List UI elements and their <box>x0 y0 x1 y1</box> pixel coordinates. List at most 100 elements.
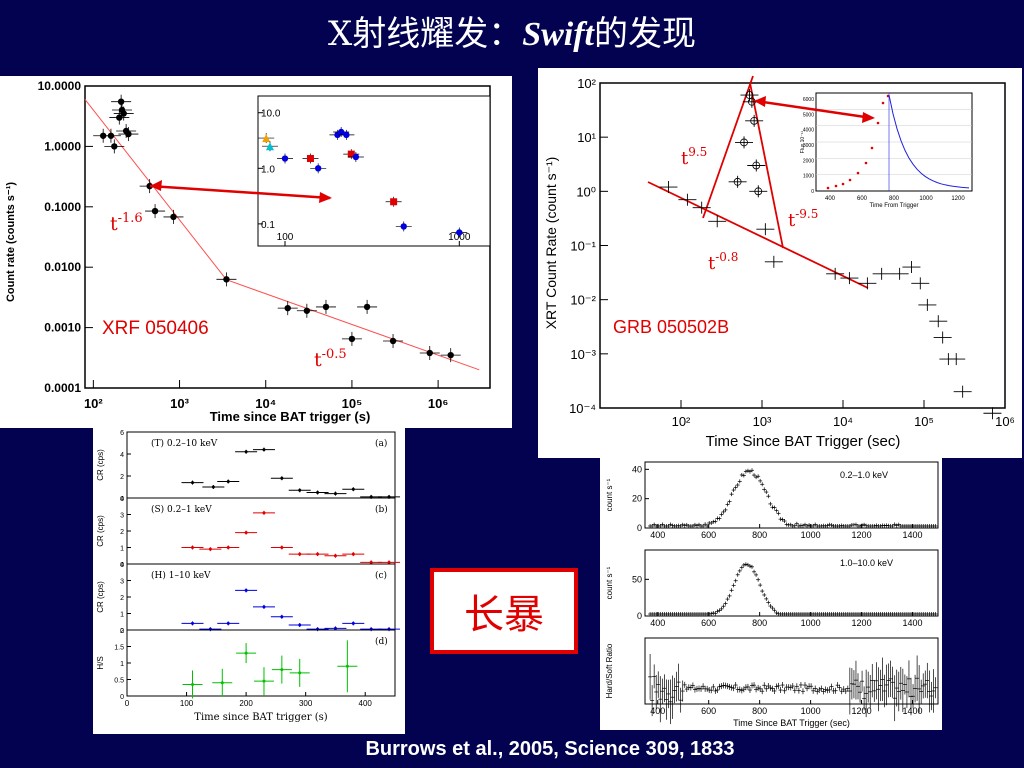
inset-y-tick-label: 5000 <box>803 112 814 118</box>
y-tick-label: 3 <box>120 513 124 520</box>
data-point <box>837 684 842 691</box>
data-point <box>342 552 365 557</box>
title-swift: Swift <box>522 16 595 53</box>
grb-band-curves: 0 20 40 count s⁻¹ 0.2–1.0 keV 400 600 800 1000 12… <box>600 458 942 730</box>
data-point <box>383 333 404 348</box>
data-point <box>754 475 759 480</box>
data-point <box>778 517 783 522</box>
data-point <box>104 139 125 154</box>
data-point <box>823 524 828 528</box>
y-tick-label: 2 <box>120 595 124 602</box>
inset-data-point <box>333 127 350 138</box>
data-point <box>878 669 883 702</box>
inset-data-point <box>277 153 294 164</box>
data-point <box>662 674 667 703</box>
data-point <box>752 569 757 574</box>
data-point <box>762 682 767 689</box>
inset-y-label: Flux 10⁻¹¹ <box>800 130 806 153</box>
data-point <box>723 601 728 606</box>
data-point <box>668 679 673 725</box>
data-point <box>717 683 722 690</box>
data-point <box>719 512 724 517</box>
panel-tag: (d) <box>375 636 388 647</box>
data-point <box>780 517 785 522</box>
inset-x-label: Time From Trigger <box>869 203 918 209</box>
data-point <box>306 552 329 557</box>
inset-data-point <box>876 121 880 125</box>
y-tick-label: 0 <box>120 496 124 503</box>
data-point <box>711 519 716 524</box>
slope-annotation: t-0.5 <box>314 347 347 371</box>
band-label: (S) 0.2–1 keV <box>151 504 212 515</box>
inset-x-tick-label: 800 <box>889 196 900 202</box>
data-point <box>841 686 846 693</box>
data-point <box>788 684 793 691</box>
data-point <box>701 524 706 528</box>
x-tick-label: 600 <box>701 530 716 540</box>
data-point <box>800 688 805 695</box>
data-point <box>772 608 777 613</box>
data-point <box>729 588 734 593</box>
data-point <box>829 683 834 690</box>
x-tick-label: 600 <box>701 706 716 716</box>
x-tick-label: 800 <box>752 530 767 540</box>
inset-decay-curve <box>888 94 970 189</box>
data-point <box>904 676 909 708</box>
data-point <box>845 685 850 692</box>
data-point <box>672 677 677 704</box>
inset-data-point <box>856 171 860 175</box>
x-tick-label: 10² <box>672 414 691 429</box>
data-point <box>270 614 293 619</box>
data-point <box>701 683 706 690</box>
data-point <box>776 511 781 516</box>
data-point <box>756 577 761 582</box>
data-point <box>727 593 732 598</box>
x-tick-label: 800 <box>752 618 767 628</box>
data-point <box>678 193 697 206</box>
title-suffix: 的发现 <box>594 14 697 54</box>
x-tick-label: 10⁴ <box>255 396 276 411</box>
band-panel: 0 20 40 count s⁻¹ 0.2–1.0 keV 400 600 800 1000 12… <box>605 461 939 540</box>
data-point <box>837 524 842 528</box>
data-point <box>853 522 858 527</box>
data-point <box>670 675 675 719</box>
data-point <box>723 507 728 512</box>
data-point <box>337 640 358 693</box>
data-point <box>181 480 204 485</box>
data-point <box>933 524 938 528</box>
data-point <box>892 675 897 722</box>
band-panel: Hard/Soft Ratio 400 600 800 1000 1200 1400 <box>605 637 939 725</box>
data-point <box>878 524 883 528</box>
data-point <box>749 185 768 198</box>
x-tick-label: 200 <box>239 699 253 708</box>
band-y-label: Hard/Soft Ratio <box>605 643 614 698</box>
data-point <box>694 523 699 528</box>
y-tick-label: 1 <box>120 546 124 553</box>
data-point <box>811 687 816 694</box>
data-point <box>919 679 924 704</box>
data-point <box>713 611 718 616</box>
data-point <box>782 519 787 524</box>
y-tick-label: 0.0100 <box>44 260 81 274</box>
fit-line-decay-9.5 <box>749 82 784 249</box>
data-point <box>862 686 867 711</box>
data-point <box>324 491 347 496</box>
data-point <box>821 688 826 695</box>
data-point <box>692 522 697 527</box>
y-tick-label: 0 <box>637 523 642 533</box>
data-point <box>745 114 764 127</box>
inset-data-point <box>826 186 830 190</box>
data-point <box>764 685 769 692</box>
data-point <box>835 682 840 689</box>
data-point <box>674 671 679 702</box>
data-point <box>872 524 877 528</box>
data-point <box>440 348 461 363</box>
y-tick-label: 0.0001 <box>44 381 81 395</box>
inset-data-point <box>841 182 845 186</box>
inset-data-point <box>347 151 364 162</box>
data-point <box>890 524 895 528</box>
inset-y-tick-label: 1.0 <box>261 164 275 175</box>
data-point <box>709 611 714 616</box>
data-point <box>289 658 310 687</box>
data-point <box>688 684 693 691</box>
